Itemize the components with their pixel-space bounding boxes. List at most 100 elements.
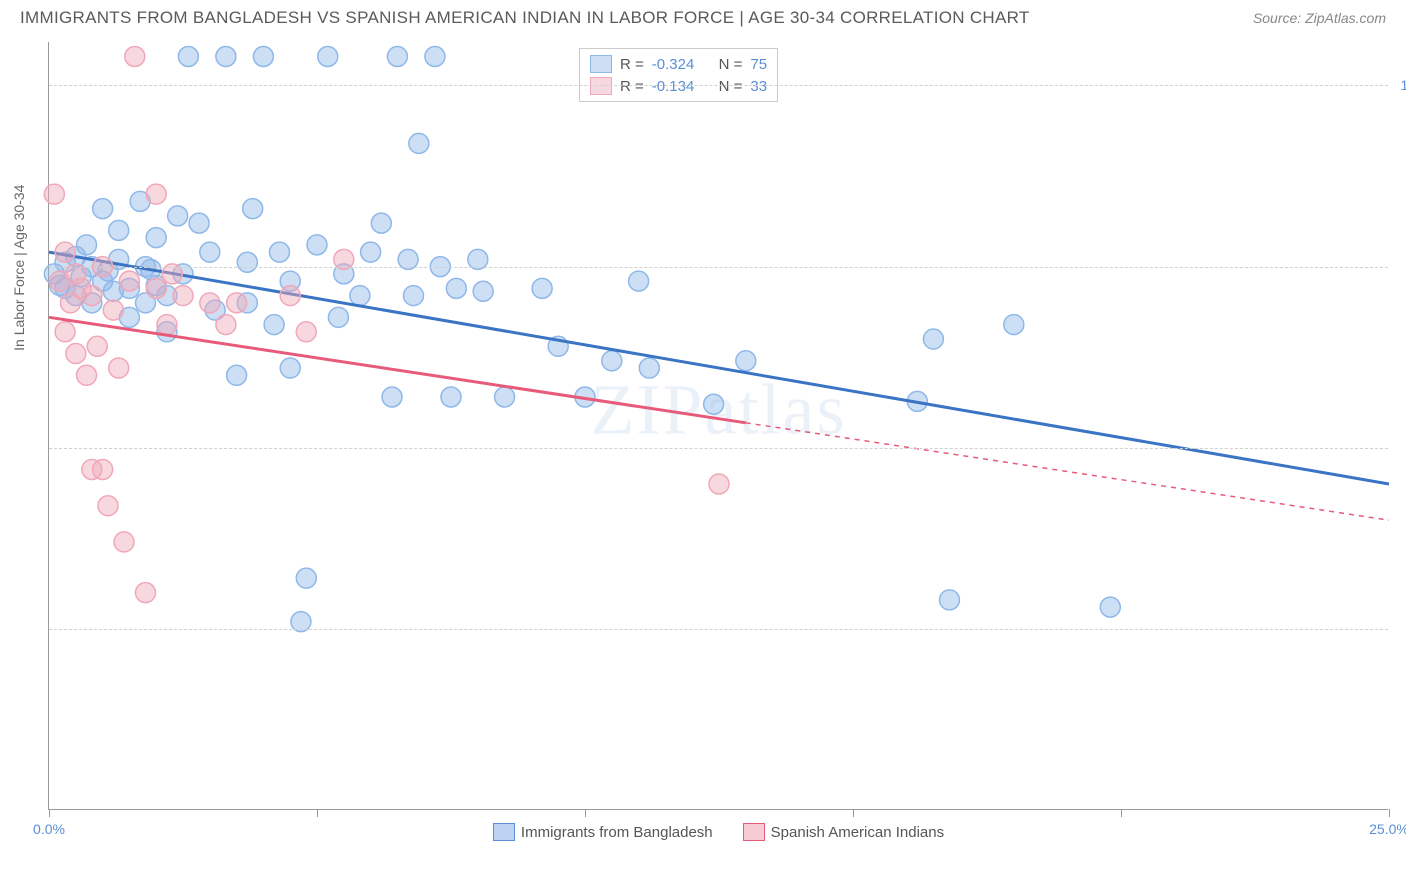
scatter-point [103,300,123,320]
scatter-point [243,199,263,219]
x-tick [585,809,586,817]
scatter-point [280,286,300,306]
scatter-point [125,46,145,66]
y-tick-label: 75.0% [1393,440,1406,456]
scatter-point [253,46,273,66]
scatter-point [93,459,113,479]
chart-header: IMMIGRANTS FROM BANGLADESH VS SPANISH AM… [0,0,1406,32]
scatter-point [93,199,113,219]
scatter-point [629,271,649,291]
scatter-point [55,322,75,342]
x-tick [49,809,50,817]
scatter-point [178,46,198,66]
scatter-point [269,242,289,262]
x-tick [853,809,854,817]
scatter-svg [49,42,1388,809]
scatter-point [403,286,423,306]
legend-swatch [590,55,612,73]
scatter-point [227,293,247,313]
scatter-point [307,235,327,255]
series-legend-item: Immigrants from Bangladesh [493,823,713,841]
scatter-point [602,351,622,371]
scatter-point [328,307,348,327]
scatter-point [200,242,220,262]
legend-n-label: N = [719,56,743,73]
legend-row: R = -0.324 N = 75 [590,53,767,75]
scatter-point [66,344,86,364]
scatter-point [200,293,220,313]
scatter-point [109,220,129,240]
scatter-point [473,281,493,301]
scatter-point [146,228,166,248]
scatter-point [446,278,466,298]
legend-swatch [743,823,765,841]
scatter-point [87,336,107,356]
chart-plot-area: In Labor Force | Age 30-34 ZIPatlas R = … [48,42,1388,810]
scatter-point [77,365,97,385]
scatter-point [114,532,134,552]
trend-line-dashed [746,423,1389,520]
gridline-h [49,629,1388,630]
scatter-point [1004,315,1024,335]
x-tick [1121,809,1122,817]
scatter-point [216,315,236,335]
scatter-point [55,242,75,262]
scatter-point [361,242,381,262]
series-legend: Immigrants from Bangladesh Spanish Ameri… [49,823,1388,841]
scatter-point [264,315,284,335]
y-tick-label: 87.5% [1393,259,1406,275]
scatter-point [227,365,247,385]
x-tick [317,809,318,817]
scatter-point [146,278,166,298]
scatter-point [709,474,729,494]
scatter-point [350,286,370,306]
scatter-point [425,46,445,66]
scatter-point [77,235,97,255]
scatter-point [135,583,155,603]
x-tick-label: 0.0% [33,821,65,837]
series-legend-label: Spanish American Indians [771,824,944,841]
legend-swatch [493,823,515,841]
x-tick [1389,809,1390,817]
scatter-point [109,358,129,378]
scatter-point [119,271,139,291]
series-legend-item: Spanish American Indians [743,823,944,841]
y-tick-label: 100.0% [1393,77,1406,93]
scatter-point [44,184,64,204]
scatter-point [296,568,316,588]
scatter-point [923,329,943,349]
gridline-h [49,85,1388,86]
scatter-point [189,213,209,233]
scatter-point [157,315,177,335]
chart-title: IMMIGRANTS FROM BANGLADESH VS SPANISH AM… [20,8,1030,28]
scatter-point [237,252,257,272]
scatter-point [387,46,407,66]
legend-r-label: R = [620,56,644,73]
scatter-point [82,286,102,306]
scatter-point [98,496,118,516]
correlation-legend: R = -0.324 N = 75 R = -0.134 N = 33 [579,48,778,102]
scatter-point [280,358,300,378]
scatter-point [1100,597,1120,617]
y-axis-title: In Labor Force | Age 30-34 [11,184,27,350]
scatter-point [409,133,429,153]
scatter-point [371,213,391,233]
gridline-h [49,448,1388,449]
source-attribution: Source: ZipAtlas.com [1253,10,1386,26]
legend-n-value: 75 [750,56,767,73]
legend-r-value: -0.324 [652,56,695,73]
series-legend-label: Immigrants from Bangladesh [521,824,713,841]
scatter-point [939,590,959,610]
y-tick-label: 62.5% [1393,621,1406,637]
scatter-point [736,351,756,371]
scatter-point [173,286,193,306]
scatter-point [532,278,552,298]
scatter-point [216,46,236,66]
x-tick-label: 25.0% [1369,821,1406,837]
gridline-h [49,267,1388,268]
scatter-point [382,387,402,407]
trend-line [49,252,1389,484]
scatter-point [639,358,659,378]
scatter-point [296,322,316,342]
scatter-point [146,184,166,204]
